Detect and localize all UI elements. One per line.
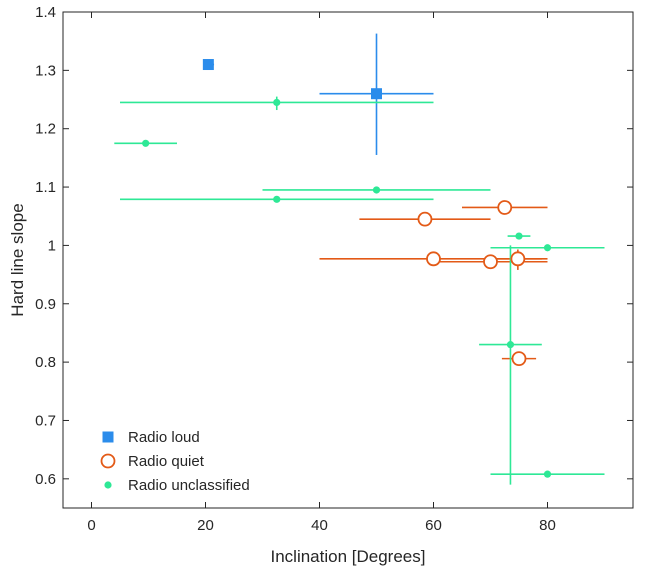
data-point-dot <box>142 139 150 147</box>
y-tick-label: 1.4 <box>35 4 56 21</box>
data-point-open-circle <box>426 251 441 267</box>
y-tick-label: 0.7 <box>35 412 56 429</box>
data-point-open-circle <box>483 254 498 270</box>
data-point-square <box>202 59 214 71</box>
data-point-dot <box>372 186 381 194</box>
x-tick-label: 60 <box>425 517 442 534</box>
legend-entry-label: Radio loud <box>128 429 200 446</box>
data-point-square <box>102 431 114 443</box>
x-tick-label: 40 <box>311 517 328 534</box>
axes: 0 20 40 60 80 0.6 0.7 0.8 0.9 1 1.1 1.2 1.3 1.4 Inclin… <box>8 4 634 566</box>
data-point-open-circle <box>510 251 526 267</box>
x-tick-label: 0 <box>87 517 95 534</box>
data-point-dot <box>515 232 523 240</box>
y-tick-label: 1.2 <box>35 121 56 138</box>
y-tick-label: 1.1 <box>35 179 56 196</box>
y-axis-label: Hard line slope <box>8 203 27 316</box>
x-tick-label: 80 <box>539 517 556 534</box>
data-point-dot <box>273 98 281 107</box>
data-point-open-circle <box>100 453 116 469</box>
data-point-square <box>371 88 382 100</box>
data-point-dot <box>104 481 112 489</box>
y-tick-label: 0.9 <box>35 296 56 313</box>
x-axis-label: Inclination [Degrees] <box>271 547 426 566</box>
legend-entry-label: Radio unclassified <box>128 477 250 494</box>
data-markers <box>142 59 552 478</box>
y-tick-label: 1 <box>48 237 56 254</box>
y-tick-label: 1.3 <box>35 62 56 79</box>
data-point-dot <box>543 470 552 478</box>
legend: Radio loud Radio quiet Radio unclassified <box>100 429 250 494</box>
y-tick-label: 0.6 <box>35 471 56 488</box>
data-point-dot <box>273 195 281 203</box>
plot-frame <box>62 11 634 509</box>
data-point-open-circle <box>497 200 513 215</box>
y-tick-label: 0.8 <box>35 354 56 371</box>
data-point-dot <box>506 341 515 349</box>
data-point-dot <box>543 244 552 252</box>
legend-entry-label: Radio quiet <box>128 453 205 470</box>
x-tick-label: 20 <box>197 517 214 534</box>
data-point-open-circle <box>417 211 433 227</box>
error-bars <box>114 33 605 485</box>
data-point-open-circle <box>511 351 527 367</box>
